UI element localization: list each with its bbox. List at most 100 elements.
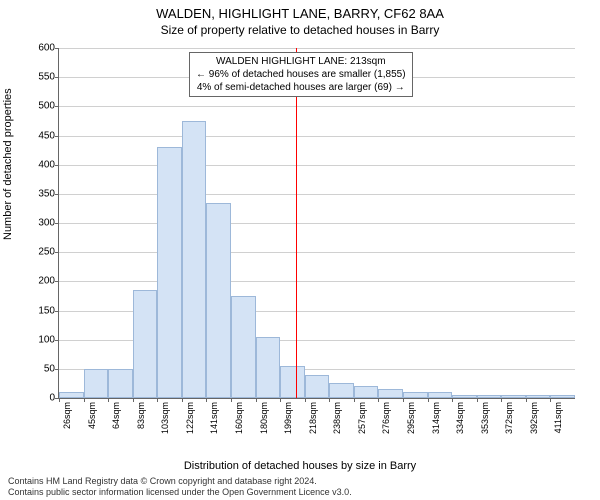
ytick-mark (55, 252, 59, 253)
xtick-mark (206, 398, 207, 402)
xtick-mark (477, 398, 478, 402)
ytick-label: 250 (38, 247, 55, 258)
gridline (59, 252, 575, 253)
histogram-bar (280, 366, 305, 398)
xtick-label: 276sqm (381, 402, 391, 434)
xtick-mark (305, 398, 306, 402)
xtick-label: 353sqm (480, 402, 490, 434)
xtick-mark (526, 398, 527, 402)
histogram-bar (550, 395, 575, 398)
xtick-mark (428, 398, 429, 402)
histogram-bar (501, 395, 526, 398)
histogram-bar (452, 395, 477, 398)
xtick-label: 199sqm (283, 402, 293, 434)
plot-area: 05010015020025030035040045050055060026sq… (58, 48, 575, 399)
histogram-bar (305, 375, 330, 398)
x-axis-label: Distribution of detached houses by size … (0, 460, 600, 472)
xtick-label: 64sqm (111, 402, 121, 429)
histogram-bar (59, 392, 84, 398)
ytick-label: 400 (38, 159, 55, 170)
xtick-label: 372sqm (504, 402, 514, 434)
ytick-label: 200 (38, 276, 55, 287)
histogram-bar (108, 369, 133, 398)
histogram-bar (231, 296, 256, 398)
ytick-mark (55, 48, 59, 49)
histogram-bar (133, 290, 158, 398)
ytick-label: 0 (49, 393, 55, 404)
ytick-label: 500 (38, 101, 55, 112)
histogram-bar (428, 392, 453, 398)
ytick-mark (55, 136, 59, 137)
credit-line-1: Contains HM Land Registry data © Crown c… (8, 476, 352, 487)
gridline (59, 223, 575, 224)
ytick-mark (55, 281, 59, 282)
gridline (59, 165, 575, 166)
ytick-mark (55, 106, 59, 107)
xtick-mark (280, 398, 281, 402)
histogram-bar (84, 369, 109, 398)
xtick-mark (108, 398, 109, 402)
ytick-label: 300 (38, 218, 55, 229)
xtick-label: 238sqm (332, 402, 342, 434)
y-axis-label: Number of detached properties (2, 88, 14, 240)
ytick-mark (55, 223, 59, 224)
ytick-label: 100 (38, 334, 55, 345)
xtick-mark (403, 398, 404, 402)
xtick-mark (133, 398, 134, 402)
annotation-box: WALDEN HIGHLIGHT LANE: 213sqm← 96% of de… (189, 52, 413, 97)
histogram-bar (256, 337, 281, 398)
gridline (59, 136, 575, 137)
xtick-label: 122sqm (185, 402, 195, 434)
chart-title: WALDEN, HIGHLIGHT LANE, BARRY, CF62 8AA (0, 0, 600, 21)
xtick-label: 314sqm (431, 402, 441, 434)
annot-line: 4% of semi-detached houses are larger (6… (196, 81, 406, 94)
histogram-bar (403, 392, 428, 398)
ytick-mark (55, 165, 59, 166)
xtick-label: 83sqm (136, 402, 146, 429)
ytick-label: 150 (38, 305, 55, 316)
ytick-mark (55, 369, 59, 370)
histogram-bar (157, 147, 182, 398)
xtick-label: 392sqm (529, 402, 539, 434)
xtick-mark (378, 398, 379, 402)
marker-line (296, 48, 297, 398)
histogram-bar (206, 203, 231, 398)
xtick-mark (182, 398, 183, 402)
ytick-mark (55, 311, 59, 312)
xtick-mark (550, 398, 551, 402)
histogram-bar (182, 121, 207, 398)
xtick-label: 295sqm (406, 402, 416, 434)
xtick-mark (329, 398, 330, 402)
ytick-mark (55, 77, 59, 78)
annot-line: ← 96% of detached houses are smaller (1,… (196, 68, 406, 81)
xtick-label: 141sqm (209, 402, 219, 434)
xtick-mark (452, 398, 453, 402)
ytick-label: 550 (38, 72, 55, 83)
xtick-mark (231, 398, 232, 402)
xtick-label: 45sqm (87, 402, 97, 429)
ytick-mark (55, 194, 59, 195)
xtick-label: 218sqm (308, 402, 318, 434)
ytick-label: 350 (38, 188, 55, 199)
xtick-mark (157, 398, 158, 402)
xtick-label: 103sqm (160, 402, 170, 434)
ytick-mark (55, 340, 59, 341)
histogram-bar (526, 395, 551, 398)
gridline (59, 281, 575, 282)
credit-line-2: Contains public sector information licen… (8, 487, 352, 498)
annot-line: WALDEN HIGHLIGHT LANE: 213sqm (196, 55, 406, 68)
xtick-label: 160sqm (234, 402, 244, 434)
xtick-label: 257sqm (357, 402, 367, 434)
xtick-mark (354, 398, 355, 402)
xtick-mark (501, 398, 502, 402)
ytick-label: 450 (38, 130, 55, 141)
histogram-bar (354, 386, 379, 398)
xtick-label: 180sqm (259, 402, 269, 434)
credit-text: Contains HM Land Registry data © Crown c… (8, 476, 352, 498)
histogram-bar (329, 383, 354, 398)
gridline (59, 48, 575, 49)
gridline (59, 106, 575, 107)
ytick-label: 50 (44, 363, 55, 374)
xtick-label: 26sqm (62, 402, 72, 429)
xtick-mark (256, 398, 257, 402)
